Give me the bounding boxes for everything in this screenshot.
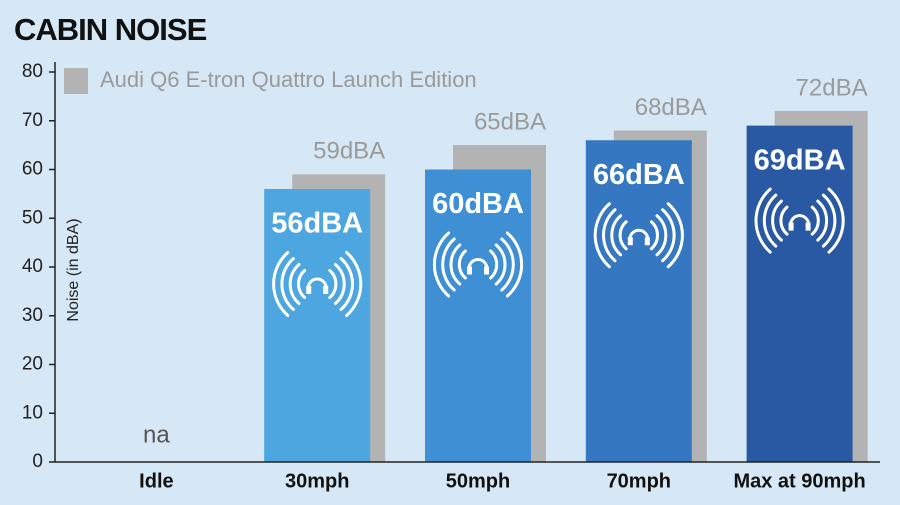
sound-arc xyxy=(754,187,772,254)
value-label: 69dBA xyxy=(754,144,846,176)
sound-arc xyxy=(655,214,668,257)
y-tick-label: 80 xyxy=(22,61,43,82)
sound-arc xyxy=(771,199,783,242)
headband xyxy=(306,277,328,290)
y-tick-label: 20 xyxy=(22,354,43,375)
value-label: 56dBA xyxy=(271,208,363,240)
x-tick-label: Idle xyxy=(139,470,173,492)
bar xyxy=(746,125,853,462)
sound-arc xyxy=(593,202,611,269)
sound-arc xyxy=(339,257,355,311)
headphone-icon xyxy=(754,187,845,254)
sound-arc xyxy=(610,214,623,257)
y-tick-label: 30 xyxy=(22,305,43,326)
sound-arc xyxy=(666,202,684,269)
y-tick-label: 0 xyxy=(32,451,43,472)
sound-arc xyxy=(494,243,507,286)
sound-arc xyxy=(345,251,363,317)
value-label: 59dBA xyxy=(313,138,385,165)
sound-arc xyxy=(441,237,456,292)
sound-arc xyxy=(449,243,462,286)
sound-arc xyxy=(661,208,676,263)
value-label: 68dBA xyxy=(635,94,707,121)
sound-arc xyxy=(280,257,295,311)
legend-swatch xyxy=(64,68,88,94)
y-tick-label: 50 xyxy=(22,207,43,228)
value-label: 72dBA xyxy=(796,74,868,101)
x-tick-label: 70mph xyxy=(607,470,671,492)
sound-arc xyxy=(649,220,659,251)
x-tick-label: Max at 90mph xyxy=(733,470,865,492)
headphone-icon xyxy=(432,231,524,298)
x-tick-label: 50mph xyxy=(446,470,510,492)
headband xyxy=(467,258,489,270)
headband xyxy=(628,228,650,241)
sound-arc xyxy=(297,269,307,299)
sound-arc xyxy=(272,251,290,317)
sound-arc xyxy=(457,249,467,280)
earcup xyxy=(627,237,633,246)
sound-arc xyxy=(827,187,845,254)
sound-arc xyxy=(762,193,778,248)
y-tick-label: 70 xyxy=(22,110,43,131)
y-tick-label: 60 xyxy=(22,159,43,180)
sound-arc xyxy=(328,269,338,299)
x-tick-label: 30mph xyxy=(285,470,349,492)
earcup xyxy=(323,286,329,294)
headband xyxy=(789,214,811,227)
chart-title: CABIN NOISE xyxy=(14,12,207,47)
sound-arc xyxy=(489,249,499,280)
y-tick-label: 40 xyxy=(22,256,43,277)
sound-arc xyxy=(779,205,789,236)
sound-arc xyxy=(333,263,346,305)
headphone-icon xyxy=(272,251,363,317)
sound-arc xyxy=(500,237,515,292)
value-label: na xyxy=(143,421,170,448)
bar xyxy=(264,189,371,462)
earcup xyxy=(306,286,312,294)
sound-arc xyxy=(816,199,829,242)
sound-arc xyxy=(432,231,451,298)
earcup xyxy=(805,222,811,231)
earcup xyxy=(644,237,650,246)
earcup xyxy=(467,266,472,275)
legend-label: Audi Q6 E-tron Quattro Launch Edition xyxy=(100,67,477,92)
sound-arc xyxy=(601,208,617,263)
sound-arc xyxy=(821,193,837,248)
sound-arc xyxy=(505,231,524,298)
sound-arc xyxy=(810,205,820,236)
bar xyxy=(425,169,531,462)
y-tick-label: 10 xyxy=(22,402,43,423)
bar xyxy=(585,140,692,462)
sound-arc xyxy=(288,263,301,305)
value-label: 65dBA xyxy=(474,108,546,135)
earcup xyxy=(788,222,794,231)
earcup xyxy=(484,266,489,275)
headphone-icon xyxy=(593,202,684,269)
sound-arc xyxy=(618,220,628,251)
value-label: 66dBA xyxy=(593,159,685,191)
value-label: 60dBA xyxy=(432,188,524,220)
y-axis-label: Noise (in dBA) xyxy=(65,218,82,321)
